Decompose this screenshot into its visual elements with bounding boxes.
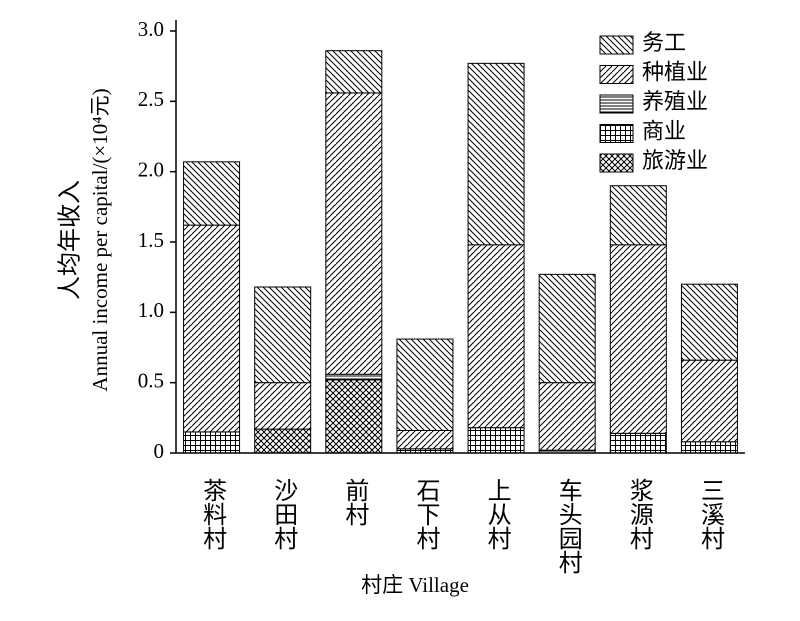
x-tick-label: 沙田村 <box>270 478 298 550</box>
bar-segment <box>680 441 738 454</box>
legend-swatch <box>599 65 634 84</box>
bar-segment <box>396 429 454 450</box>
bar-segment <box>609 244 667 434</box>
x-tick-label: 浆源村 <box>625 478 653 550</box>
bar-segment <box>467 244 525 429</box>
legend-label: 商业 <box>642 119 686 144</box>
legend-swatch <box>599 153 634 173</box>
bar-segment <box>183 431 241 454</box>
y-tick-label: 1.5 <box>138 228 164 252</box>
bar-segment <box>538 382 596 451</box>
x-tick-label: 三溪村 <box>696 478 724 550</box>
bar-segment <box>325 373 383 381</box>
x-tick-label: 石下村 <box>412 478 440 550</box>
legend-swatch <box>599 94 634 114</box>
bar-segment <box>325 92 383 375</box>
bar-segment <box>254 286 312 384</box>
y-axis-title: 人均年收入 <box>57 180 84 300</box>
x-tick-label: 前村 <box>341 478 369 526</box>
bar-segment <box>467 62 525 246</box>
y-tick-label: 1.0 <box>138 298 164 322</box>
legend-label: 种植业 <box>642 60 708 85</box>
bar-segment <box>183 224 241 433</box>
bar-segment <box>680 359 738 443</box>
legend-label: 务工 <box>642 30 686 55</box>
bar-segment <box>325 50 383 94</box>
x-tick-label: 茶料村 <box>199 478 227 550</box>
x-tick-label: 上从村 <box>483 478 511 550</box>
y-tick-label: 2.5 <box>138 87 164 111</box>
bar-segment <box>396 338 454 431</box>
bar-segment <box>609 432 667 454</box>
x-axis-title: 村庄 Village <box>361 573 469 597</box>
legend-swatch <box>599 35 634 55</box>
legend-label: 养殖业 <box>642 89 708 114</box>
y-tick-label: 0 <box>154 439 165 463</box>
bar-segment <box>680 283 738 361</box>
bar-segment <box>467 427 525 454</box>
bar-segment <box>183 161 241 226</box>
y-tick-label: 3.0 <box>138 17 164 41</box>
y-tick-label: 0.5 <box>138 368 164 392</box>
y-axis-title: Annual income per capital/(×10⁴元) <box>88 88 112 391</box>
bar-segment <box>254 428 312 454</box>
legend-swatch <box>599 124 634 143</box>
bar-segment <box>254 382 312 430</box>
bar-segment <box>538 273 596 384</box>
x-tick-label: 车头园村 <box>554 478 582 574</box>
bar-segment <box>609 185 667 246</box>
bar-segment <box>325 379 383 454</box>
legend-label: 旅游业 <box>642 148 708 173</box>
y-tick-label: 2.0 <box>138 157 164 181</box>
